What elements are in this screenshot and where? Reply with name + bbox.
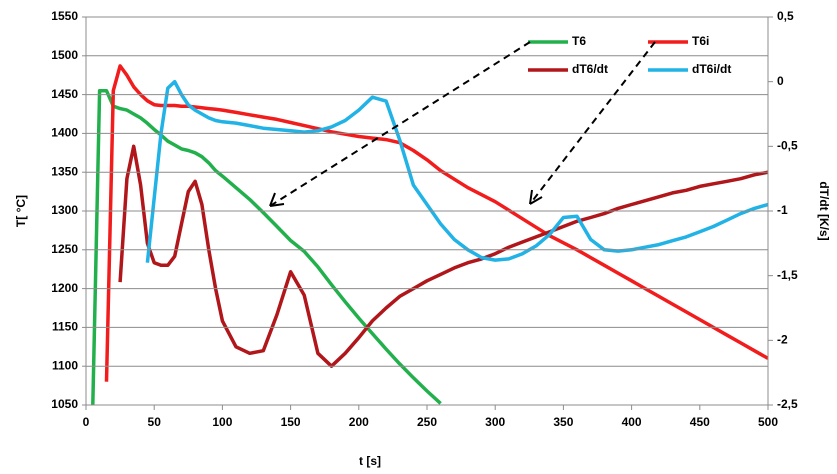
- y2-tick-label: 0: [777, 74, 784, 88]
- arrow: [269, 41, 531, 207]
- x-tick-label: 0: [83, 415, 90, 429]
- y-axis-label: T[ °C]: [14, 195, 28, 227]
- legend-label: T6i: [692, 34, 709, 48]
- x-axis-label: t [s]: [359, 454, 381, 468]
- y-tick-label: 1450: [51, 87, 78, 101]
- x-tick-label: 200: [349, 415, 369, 429]
- y-tick-label: 1050: [51, 397, 78, 411]
- y-tick-label: 1150: [52, 320, 78, 334]
- arrow-head: [269, 189, 543, 207]
- x-tick-label: 350: [553, 415, 573, 429]
- y2-tick-label: -0,5: [777, 139, 798, 153]
- x-tick-label: 300: [485, 415, 505, 429]
- y2-tick-label: -2: [777, 333, 788, 347]
- x-tick-label: 50: [148, 415, 162, 429]
- axes: 1050110011501200125013001350140014501500…: [51, 9, 798, 429]
- legend-label: dT6i/dt: [692, 62, 731, 76]
- legend-label: T6: [572, 34, 586, 48]
- y-tick-label: 1350: [51, 164, 78, 178]
- y2-tick-label: -1: [777, 203, 788, 217]
- x-tick-label: 100: [212, 415, 232, 429]
- legend: T6 T6i dT6/dt dT6i/dt: [528, 34, 731, 76]
- y-tick-label: 1500: [51, 48, 78, 62]
- data-line: [118, 144, 768, 368]
- y-tick-label: 1400: [51, 126, 78, 140]
- arrow: [529, 41, 656, 205]
- annotation-arrows: [269, 41, 656, 207]
- x-tick-label: 400: [622, 415, 642, 429]
- legend-label: dT6/dt: [572, 62, 608, 76]
- data-line: [104, 64, 768, 382]
- y2-tick-label: -1,5: [777, 268, 798, 282]
- x-tick-label: 450: [690, 415, 710, 429]
- data-line: [145, 79, 768, 263]
- data-line: [91, 88, 442, 405]
- y-tick-label: 1200: [51, 281, 78, 295]
- y2-tick-label: -2,5: [777, 397, 798, 411]
- y2-axis-label: dT/dt [K/s]: [817, 181, 831, 240]
- y-tick-label: 1250: [51, 242, 78, 256]
- x-tick-label: 250: [417, 415, 437, 429]
- x-tick-label: 500: [758, 415, 778, 429]
- y-tick-label: 1550: [51, 9, 78, 23]
- y-tick-label: 1300: [51, 203, 78, 217]
- y2-tick-label: 0,5: [777, 9, 794, 23]
- x-tick-label: 150: [281, 415, 301, 429]
- y-tick-label: 1100: [52, 358, 78, 372]
